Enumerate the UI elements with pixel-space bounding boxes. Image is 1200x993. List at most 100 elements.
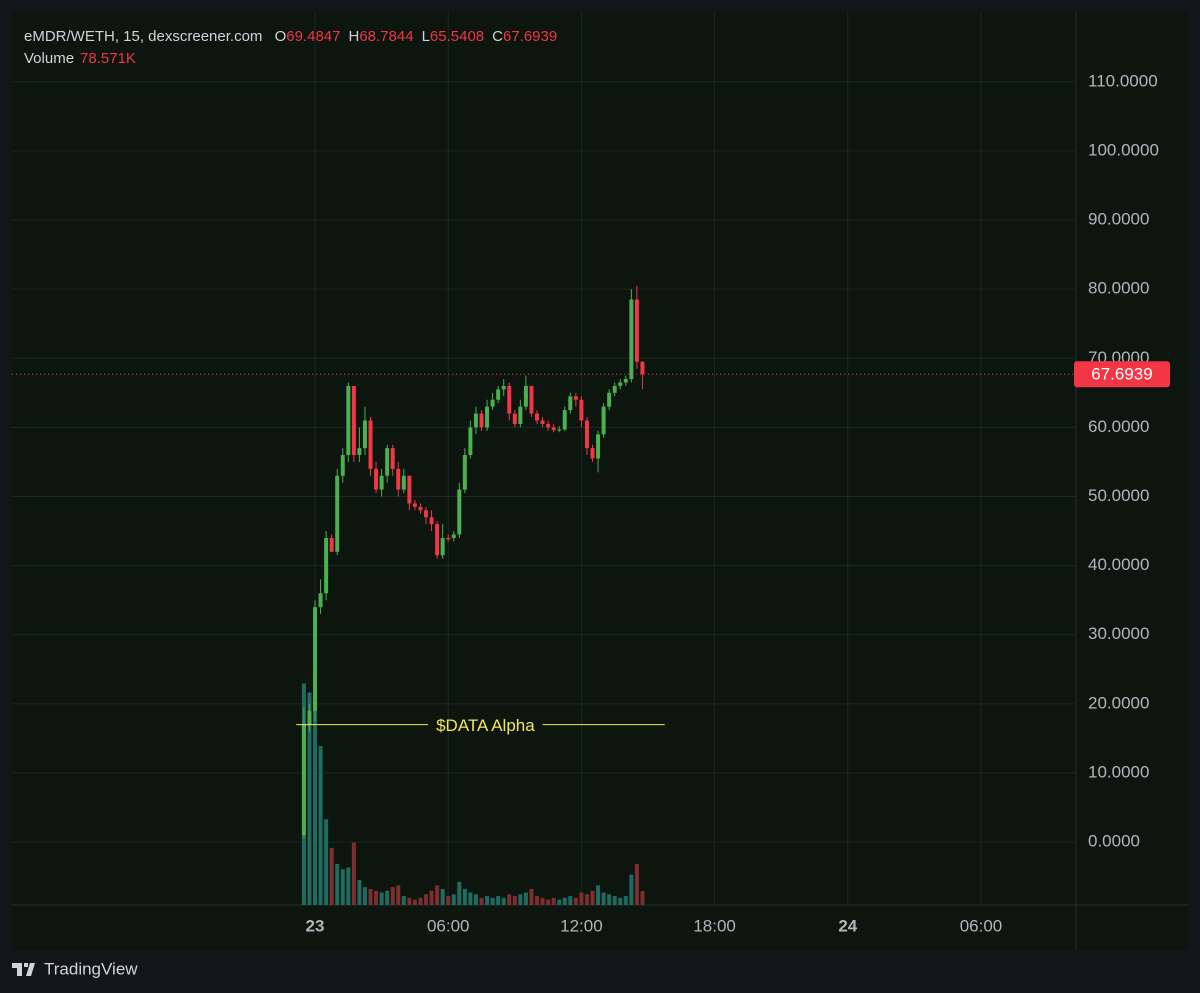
volume-bar [401, 896, 406, 905]
volume-bar [335, 863, 340, 905]
plot-area [301, 285, 645, 905]
candle-body [473, 413, 478, 428]
volume-bar [629, 874, 634, 905]
candle-body [562, 410, 567, 430]
y-tick-label: 0.0000 [1088, 832, 1140, 851]
volume-bar [546, 899, 551, 905]
volume-bar [396, 885, 401, 905]
annotation-text: $DATA Alpha [436, 716, 535, 735]
logo-icon [12, 963, 35, 976]
candle-body [501, 385, 506, 390]
volume-bar [307, 692, 312, 905]
volume-bar [473, 894, 478, 905]
volume-bar [440, 888, 445, 905]
candle-body [307, 710, 312, 725]
candle-body [579, 399, 584, 421]
candle-body [529, 385, 534, 414]
candle-body [485, 406, 490, 428]
volume-bar [607, 894, 612, 905]
watermark-text: TradingView [44, 959, 138, 978]
candle-body [385, 448, 390, 476]
candle-body [429, 517, 434, 525]
candle-body [318, 593, 323, 608]
legend-value: 69.4847 [286, 28, 341, 45]
candle-body [507, 385, 512, 414]
legend-value: 68.7844 [359, 28, 414, 45]
candle-body [401, 475, 406, 490]
candle-body [607, 392, 612, 407]
candle-body [324, 537, 329, 594]
volume-bar [485, 896, 490, 905]
volume-bar [590, 890, 595, 905]
candle-body [557, 429, 562, 431]
x-tick-label: 12:00 [560, 916, 603, 935]
x-tick-label: 23 [306, 916, 325, 935]
legend-key: C [492, 28, 503, 45]
volume-bar [329, 847, 334, 905]
candle-body [457, 489, 462, 535]
volume-bar [462, 888, 467, 905]
y-tick-label: 100.0000 [1088, 140, 1159, 159]
volume-bar [496, 896, 501, 905]
volume-bar [640, 890, 645, 905]
legend: eMDR/WETH, 15, dexscreener.com O69.4847 H… [24, 26, 557, 70]
candle-body [329, 537, 334, 552]
volume-bar [618, 897, 623, 905]
candle-body [468, 427, 473, 456]
candle-body [490, 399, 495, 407]
volume-bar [512, 896, 517, 905]
y-tick-label: 90.0000 [1088, 210, 1149, 229]
volume-bar [368, 888, 373, 905]
volume-bar [596, 885, 601, 905]
candle-body [407, 475, 412, 504]
legend-row: eMDR/WETH, 15, dexscreener.com O69.4847 H… [24, 26, 557, 48]
candle-body [634, 299, 639, 362]
candle-body [412, 503, 417, 507]
volume-bar [507, 894, 512, 905]
candle-body [623, 379, 628, 383]
volume-bar [357, 879, 362, 905]
y-tick-label: 30.0000 [1088, 624, 1149, 643]
y-tick-label: 110.0000 [1088, 71, 1158, 90]
volume-bar [351, 842, 356, 905]
x-tick-label: 06:00 [960, 916, 1003, 935]
volume-bar [623, 896, 628, 905]
candle-body [335, 475, 340, 552]
volume-bar [634, 863, 639, 905]
candle-body [612, 385, 617, 393]
volume-bar [562, 897, 567, 905]
x-tick-label: 18:00 [693, 916, 736, 935]
volume-bar [379, 892, 384, 905]
candle-body [496, 389, 501, 400]
candle-body [618, 382, 623, 386]
y-tick-label: 10.0000 [1088, 762, 1149, 781]
candle-body [340, 455, 345, 476]
volume-value: 78.571K [80, 50, 136, 67]
volume-bar [418, 897, 423, 905]
volume-bar [451, 894, 456, 905]
volume-bar [313, 710, 318, 905]
y-tick-label: 60.0000 [1088, 417, 1149, 436]
y-tick-label: 80.0000 [1088, 279, 1149, 298]
candle-body [301, 724, 306, 836]
volume-bar [579, 892, 584, 905]
legend-value: 67.6939 [502, 28, 558, 45]
x-tick-label: 24 [838, 916, 857, 935]
legend-key: L [421, 28, 430, 45]
candle-body [368, 420, 373, 469]
grid [12, 12, 1076, 905]
candle-body [479, 413, 484, 428]
candle-body [451, 534, 456, 538]
candle-body [396, 468, 401, 490]
volume-bar [318, 746, 323, 905]
candle-body [446, 537, 451, 540]
candle-body [313, 607, 318, 711]
legend-key: O [274, 28, 287, 45]
volume-bar [346, 867, 351, 905]
volume-bar [612, 896, 617, 905]
volume-bar [601, 892, 606, 905]
candle-body [540, 420, 545, 424]
ohlc-values: O69.4847 H68.7844 L65.5408 C67.6939 [267, 28, 558, 45]
candle-body [546, 423, 551, 428]
